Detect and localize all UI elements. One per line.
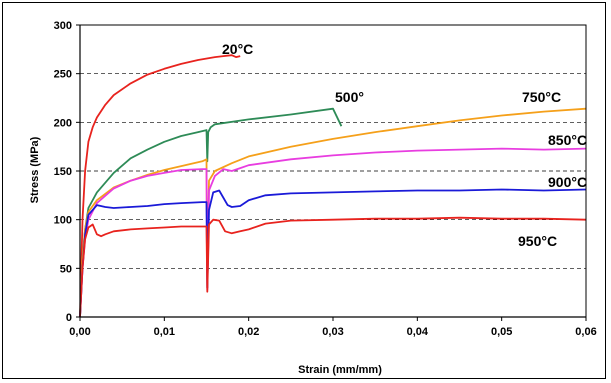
series-label-500: 500° — [335, 89, 364, 105]
x-tick-label: 0,03 — [322, 326, 343, 338]
y-tick-label: 150 — [54, 166, 72, 178]
y-tick-label: 100 — [54, 215, 72, 227]
series-lines — [79, 54, 587, 318]
x-tick-labels: 0,00 0,01 0,02 0,03 0,04 0,05 0,06 — [69, 326, 596, 338]
x-axis-label: Strain (mm/mm) — [298, 364, 382, 376]
y-tick-label: 0 — [66, 312, 72, 324]
series-line-0 — [79, 54, 241, 318]
y-tick-label: 250 — [54, 69, 72, 81]
series-label-900c: 900°C — [548, 174, 587, 190]
x-tick-label: 0,05 — [491, 326, 512, 338]
x-tick-label: 0,00 — [69, 326, 90, 338]
series-line-3 — [79, 147, 587, 318]
series-line-4 — [79, 188, 587, 318]
series-label-750c: 750°C — [522, 89, 561, 105]
y-tick-label: 50 — [60, 263, 72, 275]
series-line-1 — [79, 107, 343, 318]
x-tick-label: 0,02 — [238, 326, 259, 338]
y-tick-labels: 0 50 100 150 200 250 300 — [54, 20, 72, 324]
series-label-950c: 950°C — [518, 233, 557, 249]
x-tick-label: 0,06 — [575, 326, 596, 338]
axes — [76, 24, 587, 321]
x-tick-label: 0,01 — [154, 326, 175, 338]
y-axis-label: Stress (MPa) — [29, 136, 41, 203]
series-line-5 — [79, 216, 587, 318]
y-tick-label: 300 — [54, 20, 72, 32]
x-tick-label: 0,04 — [407, 326, 429, 338]
series-label-850c: 850°C — [548, 132, 587, 148]
y-tick-label: 200 — [54, 117, 72, 129]
series-label-20c: 20°C — [222, 41, 253, 57]
